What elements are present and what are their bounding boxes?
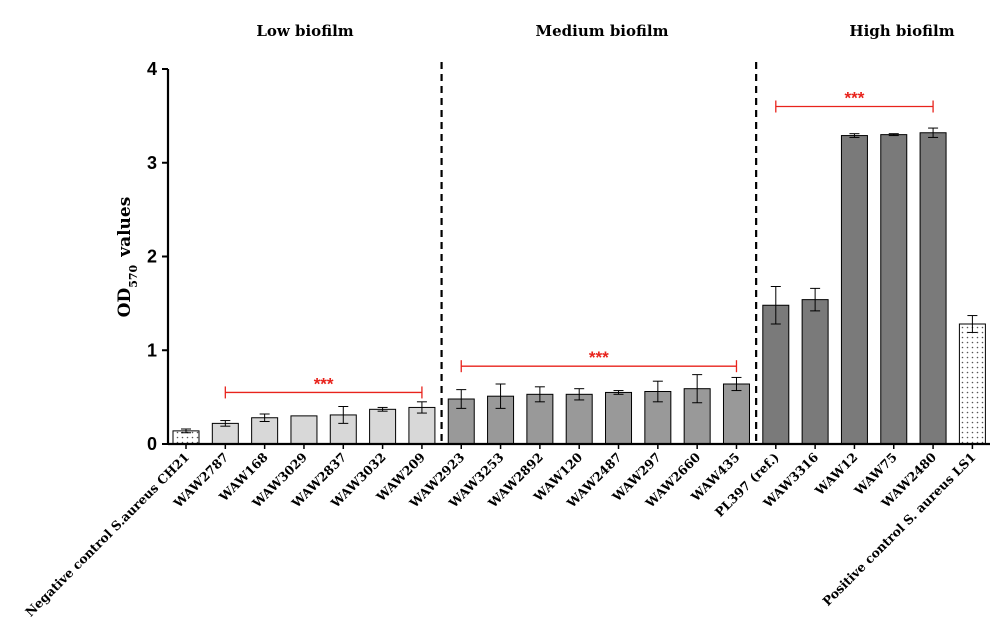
group-labels: Low biofilm Medium biofilm High biofilm: [256, 22, 954, 40]
bar: [880, 134, 908, 445]
bar: [369, 408, 397, 445]
significance-label: ***: [589, 348, 609, 367]
y-axis-title: OD570 values: [115, 197, 140, 318]
bar: [840, 135, 868, 445]
bar: [526, 393, 554, 445]
significance-label: ***: [845, 89, 865, 108]
bar: [762, 304, 790, 445]
x-tick-label: Negative control S.aureus CH21: [22, 450, 192, 620]
y-tick-label: 4: [147, 59, 157, 79]
bar: [290, 415, 318, 445]
group-label: Low biofilm: [256, 22, 353, 40]
y-tick-label: 0: [147, 434, 157, 454]
x-tick-label: WAW12: [811, 450, 860, 499]
bar: [919, 132, 947, 445]
y-tick-label: 1: [147, 340, 157, 360]
significance-markers: *** *** ***: [224, 89, 934, 399]
x-axis: Negative control S.aureus CH21WAW2787WAW…: [22, 442, 990, 620]
bar: [958, 323, 986, 445]
bar: [565, 393, 593, 445]
bars: [172, 132, 986, 445]
error-bars: [181, 127, 978, 434]
y-axis-label: OD570 values: [115, 197, 140, 318]
y-axis-title-sub: 570: [127, 264, 140, 287]
bar: [644, 391, 672, 445]
bar: [722, 383, 750, 445]
significance-label: ***: [314, 374, 334, 393]
group-label: Medium biofilm: [535, 22, 668, 40]
y-axis-title-suffix: values: [115, 197, 135, 258]
bar: [801, 299, 829, 445]
group-label: High biofilm: [849, 22, 954, 40]
y-axis-title-main: OD: [115, 288, 135, 318]
group-dividers: [440, 62, 758, 444]
y-tick-label: 2: [147, 247, 157, 267]
y-tick-label: 3: [147, 153, 157, 173]
y-axis: 0 1 2 3 4: [147, 59, 170, 454]
bar: [605, 391, 633, 445]
